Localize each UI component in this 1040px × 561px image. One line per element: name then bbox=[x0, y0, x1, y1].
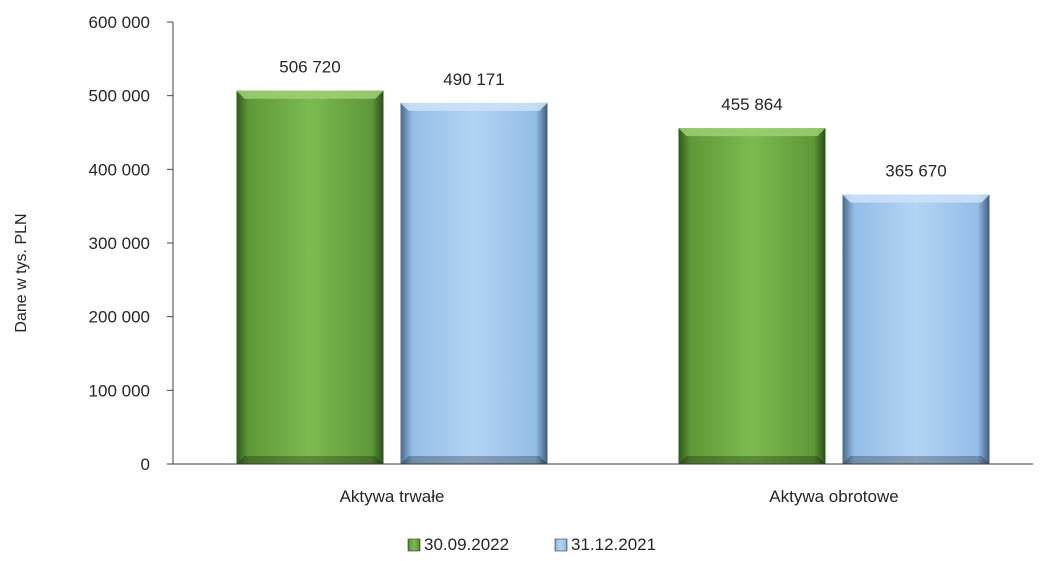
bar-bevel-top bbox=[236, 90, 384, 99]
y-tick-label: 300 000 bbox=[89, 234, 150, 253]
bar-bevel-bottom bbox=[400, 456, 548, 464]
y-tick-label: 200 000 bbox=[89, 308, 150, 327]
legend-label: 30.09.2022 bbox=[424, 535, 509, 554]
bar-bevel-top bbox=[842, 194, 990, 203]
y-tick-label: 0 bbox=[141, 455, 150, 474]
data-label: 490 171 bbox=[443, 70, 504, 89]
bar-bevel-bottom bbox=[236, 456, 384, 464]
legend-label: 31.12.2021 bbox=[571, 535, 656, 554]
x-category-label: Aktywa obrotowe bbox=[769, 487, 898, 506]
bar-bevel-bottom bbox=[678, 456, 826, 464]
y-tick-label: 100 000 bbox=[89, 381, 150, 400]
data-label: 365 670 bbox=[885, 162, 946, 181]
bars bbox=[236, 90, 990, 465]
bar-bevel-bottom bbox=[842, 456, 990, 464]
y-tick-label: 400 000 bbox=[89, 160, 150, 179]
legend: 30.09.2022 31.12.2021 bbox=[407, 535, 656, 554]
bar-bevel-top bbox=[678, 128, 826, 137]
data-label: 506 720 bbox=[279, 58, 340, 77]
legend-swatch bbox=[554, 538, 568, 552]
bar-bevel-top bbox=[400, 102, 548, 111]
legend-swatch bbox=[407, 538, 421, 552]
y-axis: 0 100 000 200 000 300 000 400 000 500 000 600 … bbox=[89, 13, 173, 474]
data-labels: 506 720 490 171 455 864 365 670 bbox=[279, 58, 946, 181]
y-tick-label: 500 000 bbox=[89, 87, 150, 106]
bar-series-1-cat-1 bbox=[236, 90, 384, 465]
data-label: 455 864 bbox=[721, 95, 782, 114]
y-axis-title: Dane w tys. PLN bbox=[13, 213, 30, 332]
x-category-label: Aktywa trwałe bbox=[340, 487, 445, 506]
bar-series-2-cat-1 bbox=[400, 102, 548, 465]
bar-series-1-cat-2 bbox=[678, 128, 826, 465]
bar-series-2-cat-2 bbox=[842, 194, 990, 464]
x-axis: Aktywa trwałe Aktywa obrotowe bbox=[340, 487, 899, 506]
y-tick-label: 600 000 bbox=[89, 13, 150, 32]
